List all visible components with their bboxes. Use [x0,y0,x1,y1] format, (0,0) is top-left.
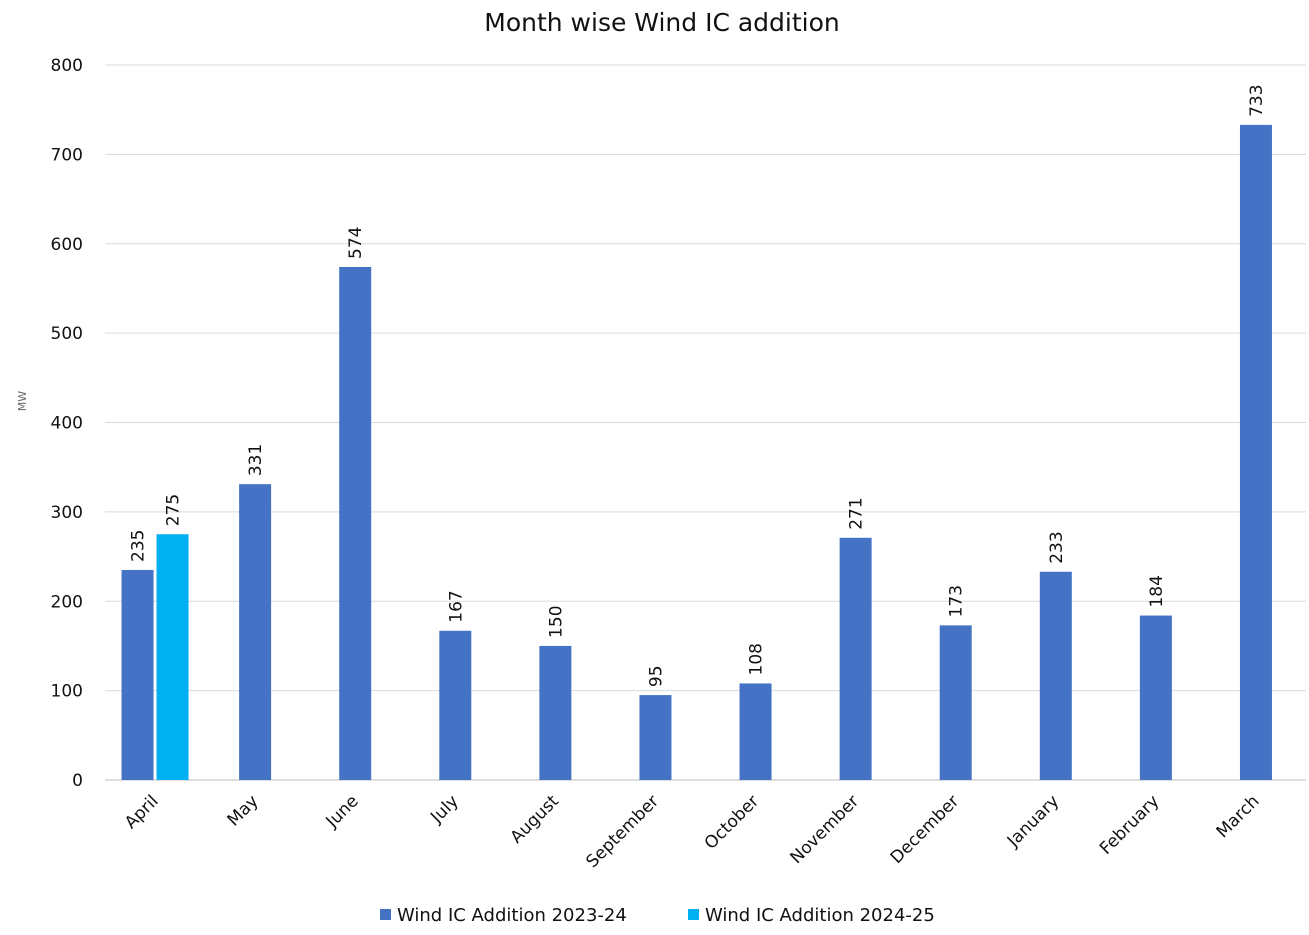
data-label: 574 [346,227,366,259]
bar-august-series-1 [539,645,572,780]
x-tick-label: June [322,791,363,832]
bar-november-series-1 [839,537,872,780]
y-tick-label: 0 [72,771,83,791]
y-tick-label: 100 [51,682,83,702]
bar-may-series-1 [239,484,272,780]
x-tick-label: August [507,791,563,847]
gridlines [105,64,1306,781]
data-label: 95 [646,665,666,687]
x-axis-ticks: April May June July August September October No… [121,791,1264,872]
legend-label-1: Wind IC Addition 2023-24 [397,905,627,926]
data-label: 331 [246,444,266,476]
bar-june-series-1 [339,266,372,780]
chart-title: Month wise Wind IC addition [484,8,840,37]
y-tick-label: 200 [51,592,83,612]
y-tick-label: 500 [51,324,83,344]
y-tick-label: 800 [51,56,83,76]
legend-label-2: Wind IC Addition 2024-25 [705,905,935,926]
legend-swatch-2 [688,909,699,920]
data-label: 167 [446,590,466,622]
data-label: 275 [164,494,184,526]
bars [121,124,1272,781]
x-tick-label: February [1096,791,1163,858]
bar-february-series-1 [1139,615,1172,780]
legend-swatch-1 [380,909,391,920]
bar-december-series-1 [939,625,972,780]
x-tick-label: July [426,791,462,827]
y-axis-ticks: 0 100 200 300 400 500 600 700 800 [51,56,83,791]
x-tick-label: January [1003,791,1063,851]
data-labels: 235 275 331 574 167 150 95 108 271 173 233 184 733 [129,84,1267,687]
bar-september-series-1 [639,695,672,780]
x-tick-label: October [701,791,763,853]
data-label: 150 [546,605,566,637]
legend: Wind IC Addition 2023-24 Wind IC Addition… [380,905,935,926]
data-label: 233 [1047,531,1067,563]
x-tick-label: March [1213,791,1264,842]
data-label: 173 [947,585,967,617]
data-label: 235 [129,530,149,562]
data-label: 184 [1147,575,1167,607]
x-tick-label: April [121,791,163,833]
x-tick-label: May [224,791,263,830]
y-tick-label: 700 [51,145,83,165]
x-tick-label: December [887,791,963,867]
y-tick-label: 300 [51,503,83,523]
x-tick-label: September [582,791,663,872]
bar-april-series-2 [156,534,189,780]
data-label: 733 [1247,84,1267,116]
data-label: 271 [847,497,867,529]
x-tick-label: November [786,791,863,868]
bar-april-series-1 [121,569,154,780]
data-label: 108 [747,643,767,675]
y-tick-label: 400 [51,414,83,434]
y-tick-label: 600 [51,235,83,255]
bar-july-series-1 [439,630,472,780]
bar-october-series-1 [739,683,772,780]
bar-march-series-1 [1239,124,1272,781]
y-axis-label: MW [16,391,29,411]
bar-january-series-1 [1039,571,1072,780]
